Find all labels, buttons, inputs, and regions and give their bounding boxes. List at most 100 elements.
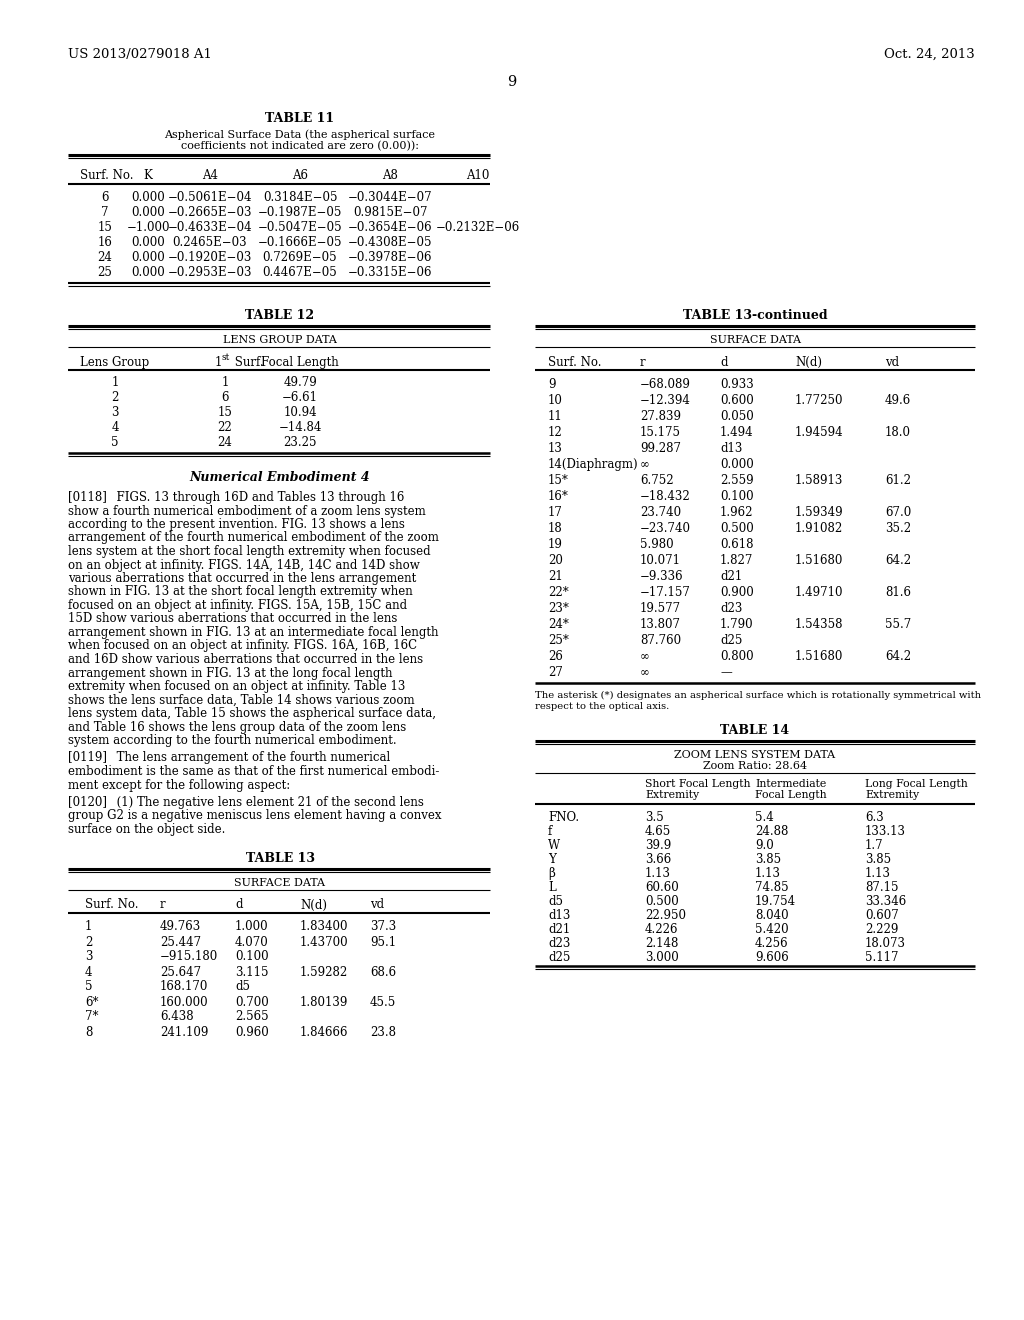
- Text: 5.117: 5.117: [865, 950, 898, 964]
- Text: Short Focal Length: Short Focal Length: [645, 779, 751, 789]
- Text: Oct. 24, 2013: Oct. 24, 2013: [885, 48, 975, 61]
- Text: 19.577: 19.577: [640, 602, 681, 615]
- Text: 15*: 15*: [548, 474, 569, 487]
- Text: 55.7: 55.7: [885, 618, 911, 631]
- Text: Surf. No.: Surf. No.: [85, 899, 138, 912]
- Text: A4: A4: [202, 169, 218, 182]
- Text: −0.4308E−05: −0.4308E−05: [348, 236, 432, 249]
- Text: 1.54358: 1.54358: [795, 618, 844, 631]
- Text: 2.565: 2.565: [234, 1011, 268, 1023]
- Text: 64.2: 64.2: [885, 554, 911, 568]
- Text: 1.94594: 1.94594: [795, 426, 844, 440]
- Text: TABLE 13-continued: TABLE 13-continued: [683, 309, 827, 322]
- Text: 3: 3: [112, 407, 119, 418]
- Text: Surf. No.: Surf. No.: [548, 356, 601, 370]
- Text: A6: A6: [292, 169, 308, 182]
- Text: 0.4467E−05: 0.4467E−05: [262, 267, 337, 279]
- Text: 15D show various aberrations that occurred in the lens: 15D show various aberrations that occurr…: [68, 612, 397, 626]
- Text: 0.000: 0.000: [131, 191, 165, 205]
- Text: 4: 4: [85, 965, 92, 978]
- Text: −0.1920E−03: −0.1920E−03: [168, 251, 252, 264]
- Text: vd: vd: [885, 356, 899, 370]
- Text: 4.65: 4.65: [645, 825, 672, 838]
- Text: 0.607: 0.607: [865, 909, 899, 921]
- Text: 6: 6: [101, 191, 109, 205]
- Text: 37.3: 37.3: [370, 920, 396, 933]
- Text: 13: 13: [548, 442, 563, 455]
- Text: 24*: 24*: [548, 618, 569, 631]
- Text: 99.287: 99.287: [640, 442, 681, 455]
- Text: 241.109: 241.109: [160, 1026, 208, 1039]
- Text: 68.6: 68.6: [370, 965, 396, 978]
- Text: 26: 26: [548, 649, 563, 663]
- Text: 6.752: 6.752: [640, 474, 674, 487]
- Text: coefficients not indicated are zero (0.00)):: coefficients not indicated are zero (0.0…: [181, 141, 419, 152]
- Text: 4: 4: [112, 421, 119, 434]
- Text: −14.84: −14.84: [279, 421, 322, 434]
- Text: 87.760: 87.760: [640, 634, 681, 647]
- Text: 5: 5: [112, 436, 119, 449]
- Text: —: —: [720, 667, 732, 678]
- Text: 0.900: 0.900: [720, 586, 754, 599]
- Text: d5: d5: [234, 981, 250, 994]
- Text: 22.950: 22.950: [645, 909, 686, 921]
- Text: 23.25: 23.25: [284, 436, 316, 449]
- Text: r: r: [160, 899, 166, 912]
- Text: 64.2: 64.2: [885, 649, 911, 663]
- Text: respect to the optical axis.: respect to the optical axis.: [535, 702, 670, 711]
- Text: 60.60: 60.60: [645, 880, 679, 894]
- Text: 1: 1: [112, 376, 119, 389]
- Text: Focal Length: Focal Length: [755, 789, 826, 800]
- Text: 2.148: 2.148: [645, 937, 678, 950]
- Text: 2: 2: [112, 391, 119, 404]
- Text: 9.606: 9.606: [755, 950, 788, 964]
- Text: TABLE 13: TABLE 13: [246, 851, 314, 865]
- Text: group G2 is a negative meniscus lens element having a convex: group G2 is a negative meniscus lens ele…: [68, 809, 441, 822]
- Text: 0.933: 0.933: [720, 378, 754, 391]
- Text: 23.740: 23.740: [640, 506, 681, 519]
- Text: vd: vd: [370, 899, 384, 912]
- Text: 15: 15: [97, 220, 113, 234]
- Text: 0.3184E−05: 0.3184E−05: [263, 191, 337, 205]
- Text: K: K: [143, 169, 153, 182]
- Text: FNO.: FNO.: [548, 810, 580, 824]
- Text: 10.071: 10.071: [640, 554, 681, 568]
- Text: 4.070: 4.070: [234, 936, 268, 949]
- Text: 21: 21: [548, 570, 563, 583]
- Text: d23: d23: [720, 602, 742, 615]
- Text: d: d: [234, 899, 243, 912]
- Text: N(d): N(d): [300, 899, 327, 912]
- Text: 6*: 6*: [85, 995, 98, 1008]
- Text: 0.100: 0.100: [720, 490, 754, 503]
- Text: 0.000: 0.000: [131, 206, 165, 219]
- Text: 10: 10: [548, 393, 563, 407]
- Text: system according to the fourth numerical embodiment.: system according to the fourth numerical…: [68, 734, 396, 747]
- Text: 95.1: 95.1: [370, 936, 396, 949]
- Text: arrangement shown in FIG. 13 at an intermediate focal length: arrangement shown in FIG. 13 at an inter…: [68, 626, 438, 639]
- Text: SURFACE DATA: SURFACE DATA: [710, 335, 801, 345]
- Text: −0.3315E−06: −0.3315E−06: [348, 267, 432, 279]
- Text: 160.000: 160.000: [160, 995, 209, 1008]
- Text: 0.500: 0.500: [720, 521, 754, 535]
- Text: 1: 1: [85, 920, 92, 933]
- Text: 133.13: 133.13: [865, 825, 906, 838]
- Text: 23*: 23*: [548, 602, 569, 615]
- Text: US 2013/0279018 A1: US 2013/0279018 A1: [68, 48, 212, 61]
- Text: −915.180: −915.180: [160, 950, 218, 964]
- Text: 0.7269E−05: 0.7269E−05: [263, 251, 337, 264]
- Text: 25.647: 25.647: [160, 965, 201, 978]
- Text: 1.000: 1.000: [234, 920, 268, 933]
- Text: 1.827: 1.827: [720, 554, 754, 568]
- Text: Long Focal Length: Long Focal Length: [865, 779, 968, 789]
- Text: various aberrations that occurred in the lens arrangement: various aberrations that occurred in the…: [68, 572, 416, 585]
- Text: according to the present invention. FIG. 13 shows a lens: according to the present invention. FIG.…: [68, 517, 404, 531]
- Text: 35.2: 35.2: [885, 521, 911, 535]
- Text: 1.59282: 1.59282: [300, 965, 348, 978]
- Text: 0.9815E−07: 0.9815E−07: [352, 206, 427, 219]
- Text: 1.13: 1.13: [865, 867, 891, 880]
- Text: 3.85: 3.85: [755, 853, 781, 866]
- Text: lens system data, Table 15 shows the aspherical surface data,: lens system data, Table 15 shows the asp…: [68, 708, 436, 719]
- Text: d25: d25: [720, 634, 742, 647]
- Text: 8.040: 8.040: [755, 909, 788, 921]
- Text: 6.3: 6.3: [865, 810, 884, 824]
